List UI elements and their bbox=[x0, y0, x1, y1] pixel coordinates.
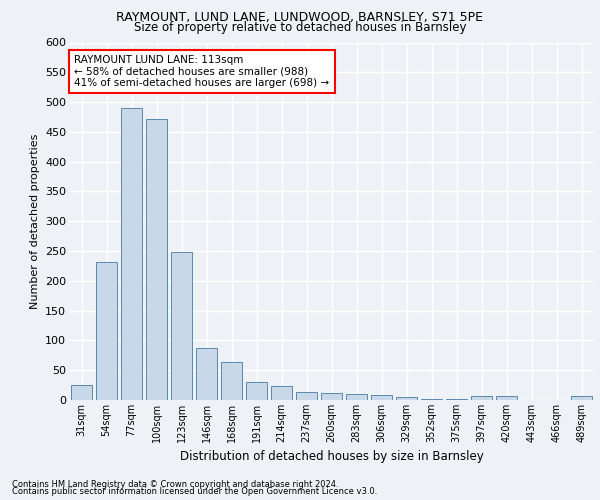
Y-axis label: Number of detached properties: Number of detached properties bbox=[29, 134, 40, 309]
Bar bbox=[296, 392, 317, 400]
Bar bbox=[571, 396, 592, 400]
Bar bbox=[496, 396, 517, 400]
Bar bbox=[146, 120, 167, 400]
Bar bbox=[346, 394, 367, 400]
X-axis label: Distribution of detached houses by size in Barnsley: Distribution of detached houses by size … bbox=[179, 450, 484, 464]
Bar bbox=[221, 362, 242, 400]
Bar bbox=[71, 384, 92, 400]
Bar bbox=[396, 397, 417, 400]
Bar bbox=[246, 382, 267, 400]
Bar bbox=[321, 394, 342, 400]
Bar bbox=[96, 262, 117, 400]
Text: Contains public sector information licensed under the Open Government Licence v3: Contains public sector information licen… bbox=[12, 488, 377, 496]
Text: RAYMOUNT LUND LANE: 113sqm
← 58% of detached houses are smaller (988)
41% of sem: RAYMOUNT LUND LANE: 113sqm ← 58% of deta… bbox=[74, 55, 329, 88]
Bar bbox=[371, 395, 392, 400]
Text: Contains HM Land Registry data © Crown copyright and database right 2024.: Contains HM Land Registry data © Crown c… bbox=[12, 480, 338, 489]
Text: RAYMOUNT, LUND LANE, LUNDWOOD, BARNSLEY, S71 5PE: RAYMOUNT, LUND LANE, LUNDWOOD, BARNSLEY,… bbox=[116, 11, 484, 24]
Bar bbox=[171, 252, 192, 400]
Bar bbox=[471, 396, 492, 400]
Bar bbox=[121, 108, 142, 400]
Text: Size of property relative to detached houses in Barnsley: Size of property relative to detached ho… bbox=[134, 21, 466, 34]
Bar bbox=[271, 386, 292, 400]
Bar bbox=[196, 348, 217, 400]
